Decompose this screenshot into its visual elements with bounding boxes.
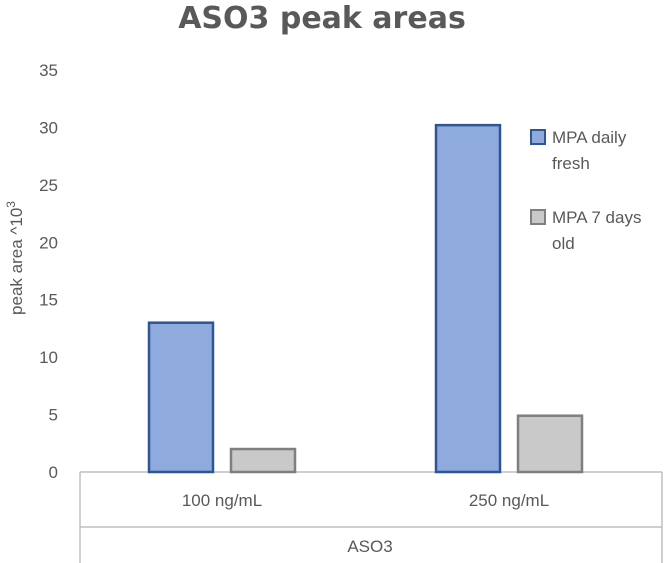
y-tick-label: 25 bbox=[39, 176, 58, 195]
x-tick-label: 250 ng/mL bbox=[469, 491, 549, 510]
legend: MPA daily fresh MPA 7 days old bbox=[530, 128, 641, 253]
bar bbox=[147, 321, 215, 474]
y-axis-label: peak area ^103 bbox=[4, 201, 26, 315]
y-axis-label-superscript: 3 bbox=[4, 201, 18, 208]
legend-label: MPA daily fresh bbox=[552, 128, 627, 173]
legend-swatch bbox=[530, 129, 546, 145]
y-tick-label: 35 bbox=[39, 61, 58, 80]
legend-label-line: MPA 7 days bbox=[552, 208, 641, 227]
bar bbox=[434, 123, 502, 474]
legend-swatch bbox=[530, 209, 546, 225]
y-tick-label: 15 bbox=[39, 291, 58, 310]
x-tick-label: 100 ng/mL bbox=[182, 491, 262, 510]
legend-label-line: old bbox=[552, 234, 575, 253]
y-tick-label: 10 bbox=[39, 348, 58, 367]
legend-label-line: fresh bbox=[552, 154, 590, 173]
legend-label-line: MPA daily bbox=[552, 128, 627, 147]
y-axis-ticks: 0 5 10 15 20 25 30 35 bbox=[39, 61, 58, 482]
y-tick-label: 0 bbox=[49, 463, 58, 482]
x-axis-label: ASO3 bbox=[347, 537, 392, 556]
legend-label: MPA 7 days old bbox=[552, 208, 641, 253]
chart-title: ASO3 peak areas bbox=[178, 1, 466, 36]
y-tick-label: 20 bbox=[39, 233, 58, 252]
y-tick-label: 5 bbox=[49, 406, 58, 425]
bar bbox=[229, 447, 297, 474]
bar bbox=[516, 414, 584, 474]
y-tick-label: 30 bbox=[39, 118, 58, 137]
category-labels: 100 ng/mL 250 ng/mL bbox=[182, 491, 549, 510]
y-axis-label-text: peak area ^10 bbox=[7, 208, 26, 315]
bars bbox=[147, 123, 584, 474]
